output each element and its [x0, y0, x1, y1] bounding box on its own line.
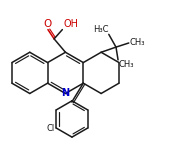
Text: OH: OH	[63, 19, 78, 29]
Text: CH₃: CH₃	[130, 38, 145, 47]
Text: Cl: Cl	[46, 124, 54, 134]
Text: O: O	[43, 19, 52, 29]
Text: H₃C: H₃C	[93, 25, 108, 34]
Text: CH₃: CH₃	[119, 60, 135, 69]
Text: N: N	[61, 89, 69, 99]
